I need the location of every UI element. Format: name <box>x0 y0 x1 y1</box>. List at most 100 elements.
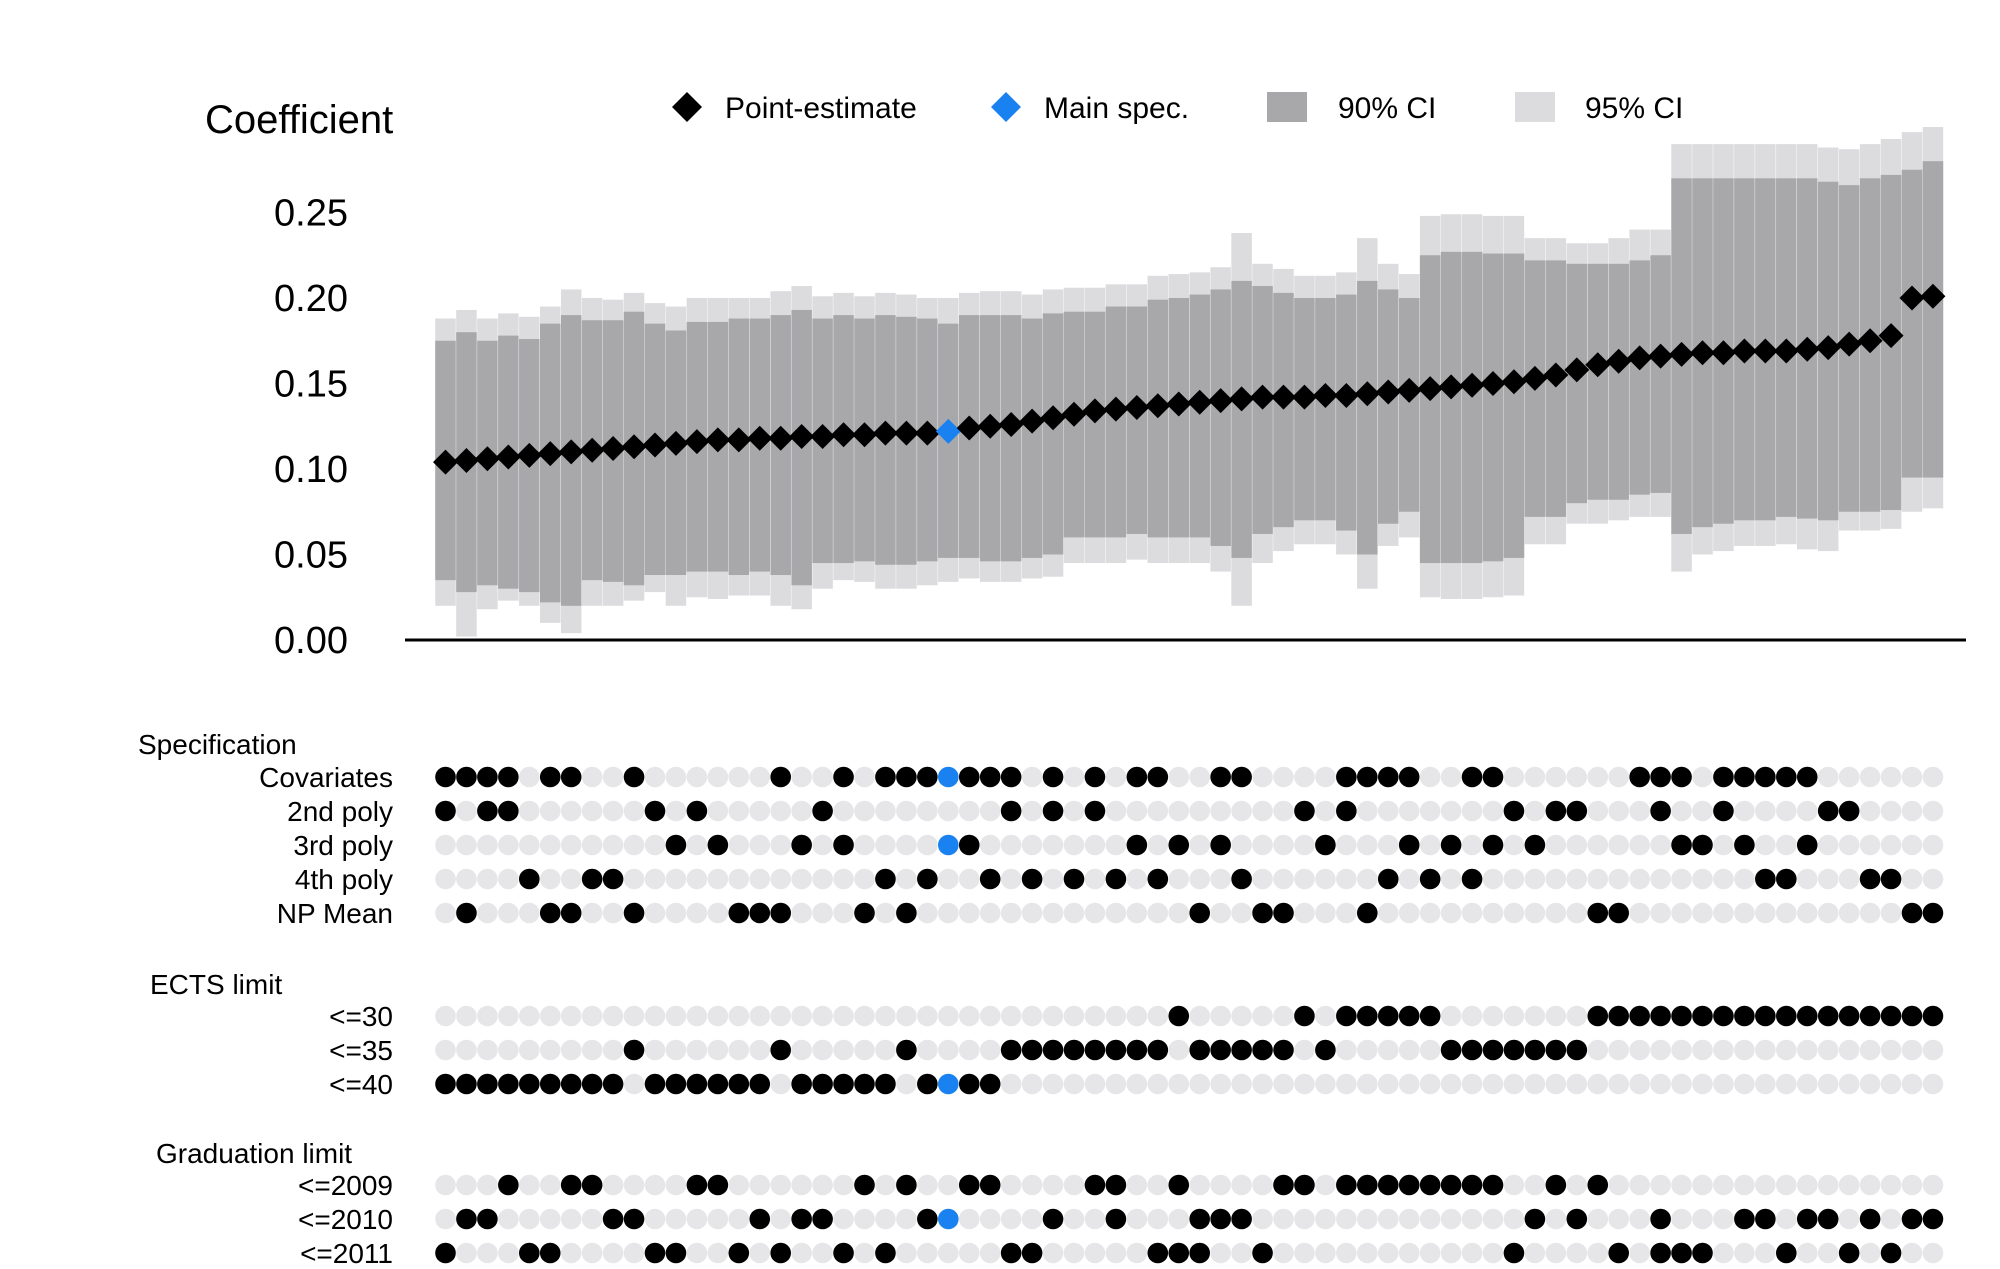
point-estimate <box>558 439 584 465</box>
legend-label: 90% CI <box>1338 92 1436 125</box>
indicator-dot-off <box>539 1208 561 1230</box>
indicator-dot-off <box>1713 1208 1734 1230</box>
indicator-dot-off <box>623 1073 645 1095</box>
indicator-dot-off <box>1210 1174 1231 1196</box>
indicator-dot-off <box>833 800 854 822</box>
indicator-dot-off <box>749 1174 771 1196</box>
indicator-dot-off <box>1294 1073 1315 1095</box>
indicator-dot-off <box>1901 1242 1923 1264</box>
indicator-dot-off <box>1168 800 1190 822</box>
indicator-dot-on <box>1377 868 1399 890</box>
indicator-dot-off <box>1587 1073 1609 1095</box>
indicator-dot-off <box>1566 1174 1588 1196</box>
indicator-dot-off <box>519 834 540 856</box>
ci90-bar <box>1901 169 1923 478</box>
indicator-dot-off <box>1000 1174 1022 1196</box>
indicator-dot-off <box>1231 1242 1252 1264</box>
indicator-dot-off <box>519 766 540 788</box>
indicator-dot-off <box>1461 1073 1483 1095</box>
indicator-dot-off <box>1566 868 1588 890</box>
indicator-dot-off <box>1838 834 1860 856</box>
indicator-dot-off <box>456 800 477 822</box>
indicator-dot-off <box>686 1208 708 1230</box>
indicator-dot-off <box>1629 800 1650 822</box>
indicator-dot-off <box>1776 1208 1797 1230</box>
indicator-dot-off <box>1294 868 1315 890</box>
point-estimate <box>1857 328 1883 354</box>
indicator-dot-off <box>1126 868 1148 890</box>
ci90-bar <box>1126 306 1148 534</box>
indicator-dot-on <box>581 1073 603 1095</box>
indicator-dot-off <box>1168 1208 1190 1230</box>
indicator-dot-on <box>498 766 519 788</box>
indicator-dot-off <box>1859 1039 1881 1061</box>
indicator-dot-off <box>1796 1039 1818 1061</box>
group-title: ECTS limit <box>150 969 282 1000</box>
indicator-dot-on <box>770 766 791 788</box>
indicator-dot-on <box>1398 834 1420 856</box>
indicator-dot-off <box>1042 834 1064 856</box>
indicator-dot-on <box>1524 1039 1546 1061</box>
indicator-dot-off <box>812 834 833 856</box>
indicator-dot-off <box>1629 1242 1650 1264</box>
indicator-dot-off <box>1922 1242 1944 1264</box>
indicator-dot-off <box>1084 834 1106 856</box>
indicator-dot-off <box>1922 1073 1944 1095</box>
indicator-dot-off <box>1042 1242 1064 1264</box>
indicator-dot-off <box>1294 1039 1315 1061</box>
indicator-dot-off <box>1608 1073 1629 1095</box>
indicator-dot-off <box>456 1174 477 1196</box>
indicator-dot-off <box>644 766 666 788</box>
indicator-dot-off <box>1294 834 1315 856</box>
indicator-dot-off <box>1922 800 1944 822</box>
indicator-dot-off <box>1084 1073 1106 1095</box>
indicator-dot-on <box>1147 766 1169 788</box>
indicator-dot-on <box>1419 1174 1441 1196</box>
indicator-dot-off <box>791 1039 812 1061</box>
indicator-dot-on <box>1063 868 1085 890</box>
indicator-dot-off <box>519 800 540 822</box>
indicator-dot-off <box>1524 902 1546 924</box>
indicator-dot-off <box>896 800 917 822</box>
indicator-dot-off <box>1063 834 1085 856</box>
indicator-dot-off <box>1315 1208 1336 1230</box>
indicator-dot-on <box>1126 766 1148 788</box>
indicator-dot-off <box>896 1005 917 1027</box>
indicator-dot-off <box>435 868 456 890</box>
indicator-dot-on <box>791 834 812 856</box>
point-estimate <box>1794 336 1820 362</box>
indicator-dot-off <box>602 1174 624 1196</box>
indicator-dot-off <box>1524 868 1546 890</box>
indicator-dot-off <box>1357 1242 1378 1264</box>
indicator-dot-off <box>1168 766 1190 788</box>
indicator-dot-off <box>1482 1005 1504 1027</box>
indicator-dot-off <box>1629 1073 1650 1095</box>
indicator-dot-off <box>644 1005 666 1027</box>
indicator-dot-on <box>1440 1174 1462 1196</box>
indicator-dot-on <box>456 1208 477 1230</box>
indicator-dot-on <box>812 800 833 822</box>
point-estimate <box>726 427 752 453</box>
indicator-dot-on <box>1461 766 1483 788</box>
indicator-dot-off <box>1796 902 1818 924</box>
indicator-dot-off <box>665 868 687 890</box>
indicator-dot-off <box>1796 1242 1818 1264</box>
indicator-dot-on <box>1650 1242 1671 1264</box>
legend-label: Main spec. <box>1044 92 1189 125</box>
indicator-dot-off <box>1084 1242 1106 1264</box>
indicator-dot-off <box>1252 1073 1273 1095</box>
indicator-dot-off <box>1273 1005 1294 1027</box>
point-estimate <box>1187 389 1213 415</box>
point-estimate <box>1836 331 1862 357</box>
indicator-dot-off <box>665 800 687 822</box>
point-estimate <box>1417 376 1443 402</box>
indicator-dot-on <box>791 1073 812 1095</box>
indicator-dot-on <box>938 766 959 788</box>
indicator-dot-off <box>1776 834 1797 856</box>
indicator-dot-on <box>1796 1208 1818 1230</box>
indicator-dot-off <box>958 868 980 890</box>
indicator-dot-off <box>1147 800 1169 822</box>
indicator-dot-on <box>854 902 875 924</box>
indicator-dot-off <box>1440 1073 1462 1095</box>
indicator-dot-off <box>1398 1039 1420 1061</box>
